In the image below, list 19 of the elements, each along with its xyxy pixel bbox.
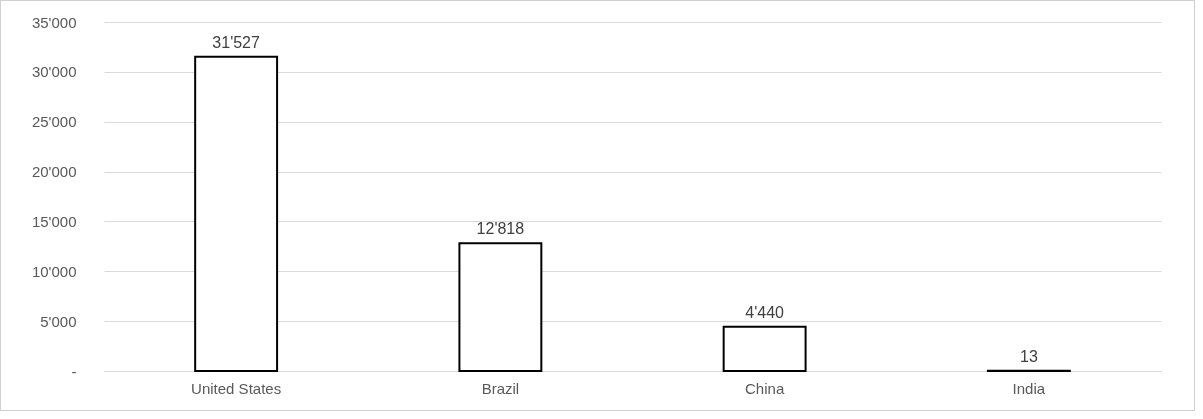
y-tick-label: - [71, 362, 77, 380]
y-tick-label: 35'000 [31, 13, 77, 31]
x-tick-label: China [745, 379, 785, 397]
data-label: 31'527 [212, 33, 260, 51]
bar [722, 325, 807, 372]
data-label: 13 [1019, 347, 1038, 365]
x-tick-label: United States [191, 379, 282, 397]
y-tick-label: 5'000 [40, 312, 77, 330]
bar [194, 55, 279, 372]
y-tick-label: 25'000 [31, 113, 77, 131]
y-tick-label: 15'000 [31, 212, 77, 230]
y-tick-label: 30'000 [31, 63, 77, 81]
y-tick-label: 10'000 [31, 262, 77, 280]
data-label: 12'818 [476, 220, 525, 238]
y-tick-label: 20'000 [31, 163, 77, 181]
data-label: 4'440 [745, 303, 785, 321]
bar [458, 242, 543, 372]
x-tick-label: Brazil [481, 379, 520, 397]
x-tick-label: India [1012, 379, 1046, 397]
